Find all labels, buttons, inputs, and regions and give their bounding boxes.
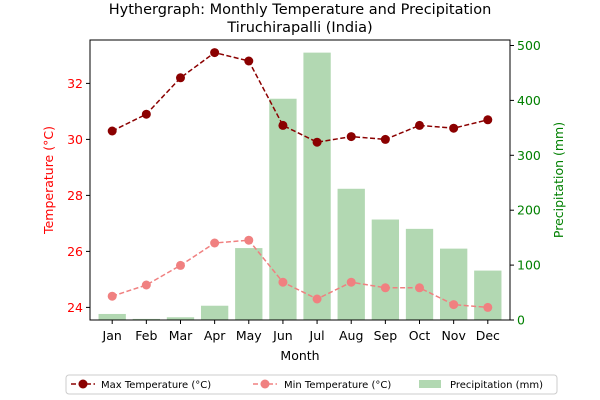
x-tick-label: May	[236, 328, 262, 343]
x-tick-label: Mar	[169, 328, 193, 343]
legend-precip-label: Precipitation (mm)	[450, 380, 543, 391]
left-tick-label: 24	[67, 300, 83, 315]
legend-frame	[65, 374, 558, 395]
min-temp-point-jun	[278, 277, 288, 287]
left-tick-label: 28	[67, 188, 83, 203]
max-temp-point-feb	[141, 109, 151, 119]
precipitation-bars	[98, 52, 502, 321]
right-tick-label: 300	[517, 148, 541, 163]
max-temp-point-aug	[346, 132, 356, 142]
right-tick-label: 200	[517, 203, 541, 218]
legend-min-temp-label: Min Temperature (°C)	[284, 380, 391, 391]
right-axis-ticks: 0 100 200 300 400 500	[510, 38, 541, 328]
left-axis-ticks: 24 26 28 30 32	[67, 76, 90, 315]
precip-bar-jun	[269, 98, 297, 321]
max-temp-point-nov	[449, 123, 459, 133]
x-tick-label: Dec	[476, 328, 500, 343]
legend: Max Temperature (°C) Min Temperature (°C…	[65, 374, 558, 395]
x-tick-label: Jul	[309, 328, 325, 343]
max-temp-point-apr	[210, 48, 220, 58]
precip-bar-apr	[200, 305, 229, 320]
min-temp-point-jan	[107, 291, 117, 301]
max-temp-point-may	[244, 56, 254, 66]
min-temp-point-feb	[141, 280, 151, 290]
legend-precip-swatch	[419, 380, 441, 388]
min-temp-line	[111, 239, 488, 309]
x-tick-label: Feb	[135, 328, 157, 343]
legend-max-temp-marker	[78, 379, 88, 389]
chart-title: Hythergraph: Monthly Temperature and Pre…	[109, 2, 492, 18]
precip-bar-oct	[405, 228, 434, 320]
right-tick-label: 100	[517, 258, 541, 273]
plot-frame	[89, 39, 511, 321]
x-tick-label: Aug	[339, 328, 363, 343]
precip-bar-mar	[166, 317, 195, 320]
max-temp-point-jun	[278, 120, 288, 130]
max-temp-line	[111, 51, 488, 143]
max-temp-point-dec	[483, 115, 493, 125]
x-tick-label: Oct	[409, 328, 431, 343]
x-tick-label: Jan	[102, 328, 122, 343]
precip-bar-jan	[98, 313, 126, 320]
min-temp-point-nov	[449, 300, 459, 310]
right-axis-label: Precipitation (mm)	[551, 122, 566, 238]
legend-min-temp-marker	[260, 379, 270, 389]
min-temp-point-sep	[380, 283, 390, 293]
right-tick-label: 400	[517, 93, 541, 108]
x-tick-label: Sep	[374, 328, 398, 343]
temperature-lines	[107, 48, 493, 312]
min-temp-point-dec	[483, 302, 493, 312]
min-temp-point-jul	[312, 294, 322, 304]
max-temp-point-oct	[415, 120, 425, 130]
max-temp-point-sep	[380, 134, 390, 144]
precip-bar-sep	[371, 219, 400, 320]
right-tick-label: 0	[517, 313, 525, 328]
precip-bar-nov	[440, 248, 468, 320]
max-temp-point-jul	[312, 137, 322, 147]
min-temp-point-may	[244, 235, 254, 245]
left-tick-label: 30	[67, 132, 83, 147]
left-tick-label: 32	[67, 76, 83, 91]
x-tick-label: Jun	[272, 328, 293, 343]
chart-subtitle: Tiruchirapalli (India)	[226, 20, 372, 36]
precip-bar-may	[235, 248, 263, 320]
min-temp-point-oct	[415, 283, 425, 293]
min-temp-point-apr	[210, 238, 220, 248]
right-tick-label: 500	[517, 38, 541, 53]
x-tick-label: Nov	[441, 328, 466, 343]
precip-bar-aug	[337, 188, 365, 320]
x-axis-label: Month	[280, 348, 319, 363]
max-temp-point-mar	[175, 73, 185, 83]
precip-bar-feb	[132, 318, 160, 320]
x-tick-label: Apr	[204, 328, 226, 343]
x-axis-ticks: Jan Feb Mar Apr May Jun Jul Aug Sep Oct Nov Dec	[102, 320, 500, 343]
left-tick-label: 26	[67, 244, 83, 259]
min-temp-point-mar	[175, 260, 185, 270]
precip-bar-jul	[303, 52, 331, 321]
legend-max-temp-label: Max Temperature (°C)	[101, 380, 211, 391]
max-temp-point-jan	[107, 126, 117, 136]
precip-bar-dec	[474, 270, 502, 320]
min-temp-point-aug	[346, 277, 356, 287]
left-axis-label: Temperature (°C)	[41, 126, 56, 235]
